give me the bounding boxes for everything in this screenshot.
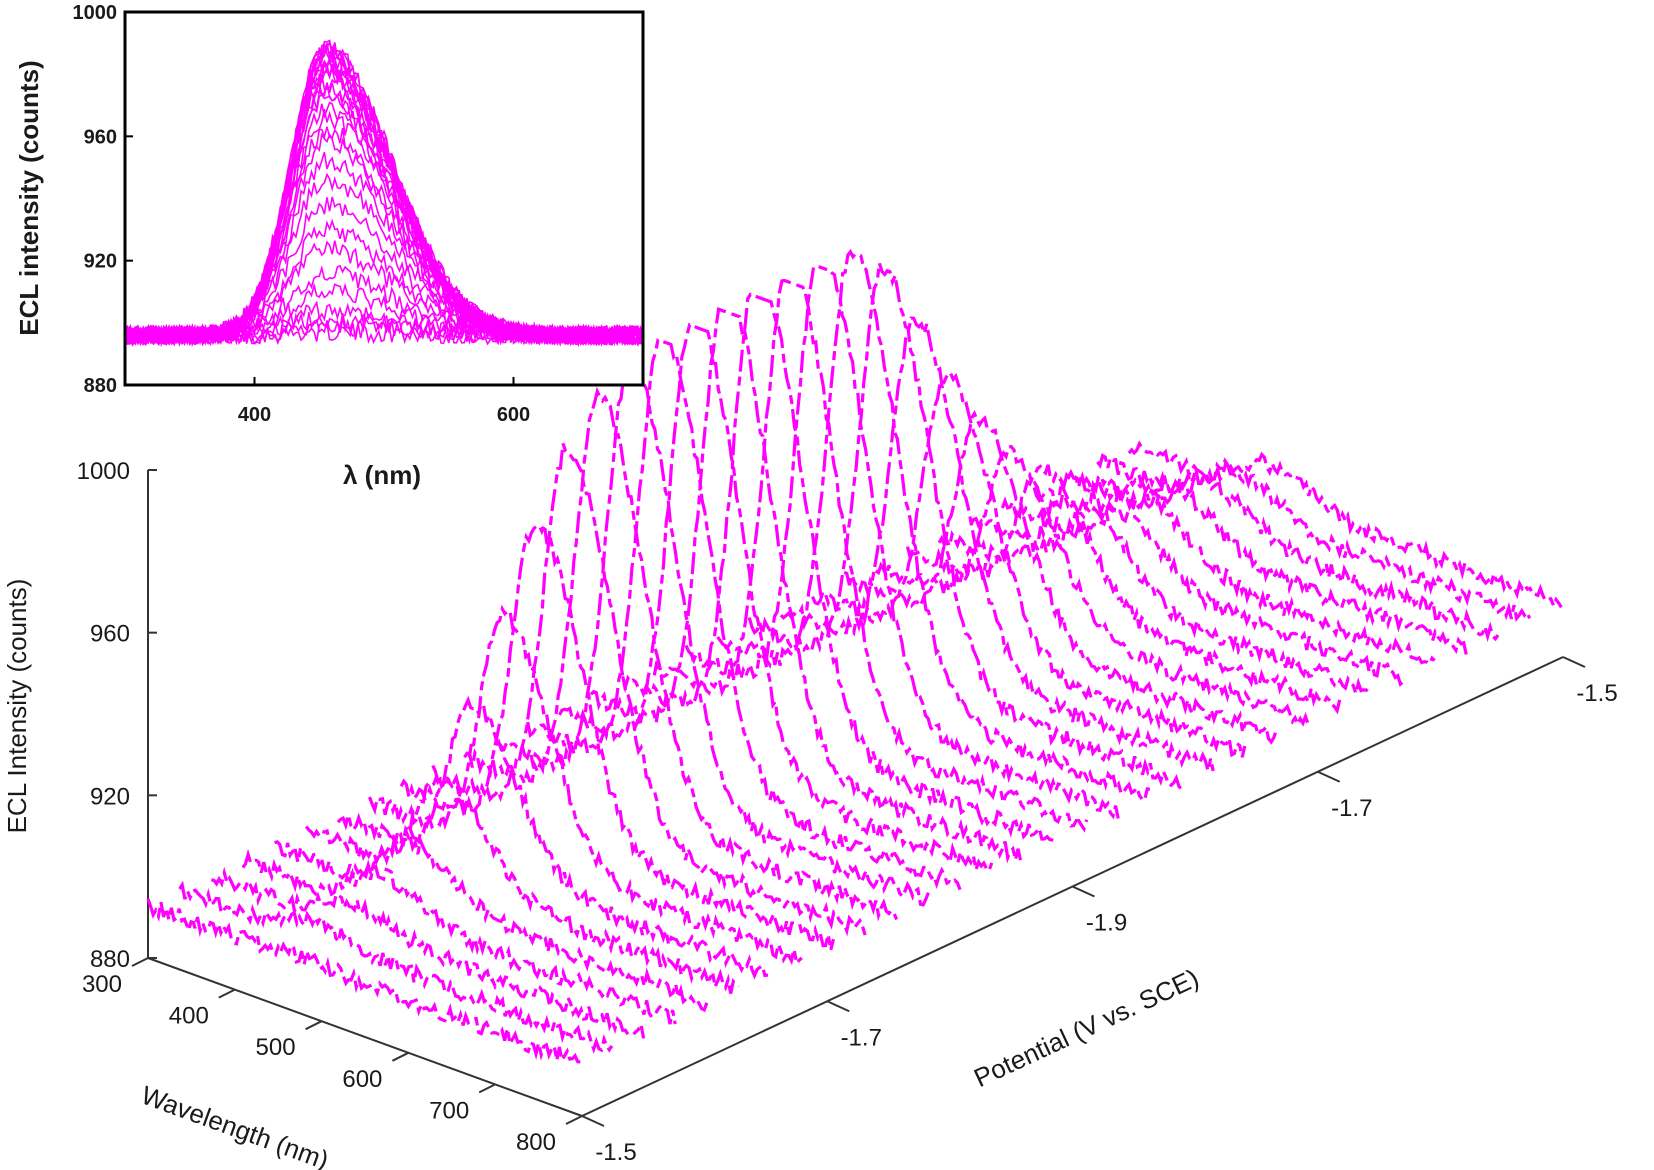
main-spectrum-line — [557, 322, 994, 876]
main-spectrum-line — [843, 409, 1279, 745]
inset-chart: 880 920 960 1000 400 600 ECL intensity (coun… — [14, 2, 645, 490]
main-potential-tick-mark — [581, 1115, 605, 1127]
inset-x-tick-label: 600 — [497, 404, 530, 426]
main-wavelength-tick-label: 400 — [169, 1003, 209, 1030]
main-spectrum-line — [874, 444, 1310, 728]
main-spectrum-line — [494, 361, 930, 907]
main-wavelength-ticks: 300 400 500 600 700 800 — [82, 957, 583, 1156]
inset-spectra — [124, 39, 644, 348]
main-wavelength-tick-mark — [391, 1051, 409, 1062]
main-wavelength-tick-label: 600 — [342, 1066, 382, 1093]
main-wavelength-tick-mark — [218, 988, 236, 999]
main-wavelength-tick-mark — [478, 1083, 496, 1094]
inset-x-ticks: 400 600 — [238, 377, 530, 426]
main-intensity-tick-label: 1000 — [77, 458, 130, 485]
main-potential-tick-mark — [1317, 770, 1341, 783]
main-spectrum-line — [368, 604, 803, 967]
main-intensity-tick-label: 920 — [90, 783, 130, 810]
main-potential-tick-mark — [1562, 656, 1586, 668]
main-potential-tick-label: -1.9 — [1086, 910, 1127, 937]
inset-plot-frame — [123, 10, 645, 387]
main-spectrum-line — [589, 307, 1024, 864]
inset-y-tick-label: 880 — [84, 375, 117, 397]
main-spectrum-line — [905, 464, 1342, 715]
main-spectrum-line — [747, 263, 1183, 790]
main-spectrum-line — [304, 775, 740, 994]
main-intensity-tick-label: 880 — [90, 946, 130, 973]
main-potential-tick-mark — [1072, 885, 1095, 898]
main-x-axis-title: Wavelength (nm) — [137, 1080, 332, 1170]
main-spectrum-line — [211, 866, 646, 1039]
main-potential-tick-label: -1.7 — [1331, 795, 1372, 822]
main-wavelength-tick-mark — [565, 1115, 583, 1125]
main-wavelength-tick-mark — [131, 957, 149, 967]
main-spectrum-line — [431, 442, 867, 937]
inset-y-tick-label: 1000 — [73, 2, 118, 24]
inset-spectrum-line — [124, 39, 644, 346]
main-spectrum-line — [621, 292, 1056, 843]
main-spectrum-line — [1064, 468, 1500, 643]
main-spectrum-line — [652, 278, 1089, 833]
main-spectrum-line — [274, 832, 709, 1013]
main-wavelength-tick-label: 700 — [429, 1097, 469, 1124]
inset-y-tick-label: 960 — [84, 126, 117, 148]
main-wavelength-tick-label: 300 — [82, 971, 122, 998]
main-spectrum-line — [1127, 440, 1563, 610]
main-z-axis-title: Potential (V vs. SCE) — [969, 963, 1203, 1093]
inset-y-tick-label: 920 — [84, 251, 117, 273]
main-potential-tick-label: -1.5 — [1576, 680, 1617, 707]
main-spectrum-line — [526, 338, 962, 891]
main-spectrum-line — [336, 695, 771, 980]
main-spectrum-line — [1032, 475, 1468, 656]
main-spectrum-line — [684, 263, 1120, 820]
main-potential-ticks: -1.5 -1.7 -1.9 -1.7 -1.5 — [581, 656, 1618, 1166]
main-intensity-ticks: 880 920 960 1000 — [77, 458, 157, 973]
main-y-axis-title: ECL Intensity (counts) — [2, 579, 32, 834]
main-potential-tick-label: -1.5 — [595, 1139, 636, 1166]
main-spectrum-line — [1000, 476, 1436, 667]
main-wavelength-axis — [147, 957, 583, 1117]
main-potential-tick-mark — [826, 1000, 850, 1013]
main-spectrum-line — [146, 898, 581, 1065]
inset-y-ticks: 880 920 960 1000 — [73, 2, 133, 397]
main-spectrum-line — [779, 316, 1215, 772]
main-spectrum-line — [399, 518, 835, 951]
main-spectrum-line — [937, 470, 1373, 700]
main-spectrum-line — [969, 473, 1405, 687]
main-spectrum-line — [463, 386, 899, 922]
main-spectrum-line — [716, 248, 1151, 802]
main-potential-tick-label: -1.7 — [841, 1024, 882, 1051]
inset-x-tick-label: 400 — [238, 404, 271, 426]
main-spectrum-line — [811, 371, 1247, 758]
main-intensity-tick-label: 960 — [90, 621, 130, 648]
main-spectrum-line — [241, 848, 677, 1025]
inset-x-axis-title: λ (nm) — [343, 460, 421, 490]
inset-y-axis-title: ECL intensity (counts) — [14, 60, 44, 335]
main-spectra — [146, 248, 1563, 1065]
main-wavelength-tick-mark — [305, 1020, 323, 1031]
main-wavelength-tick-label: 500 — [256, 1034, 296, 1061]
inset-spectrum-line — [124, 40, 644, 346]
main-wavelength-tick-label: 800 — [516, 1129, 556, 1156]
